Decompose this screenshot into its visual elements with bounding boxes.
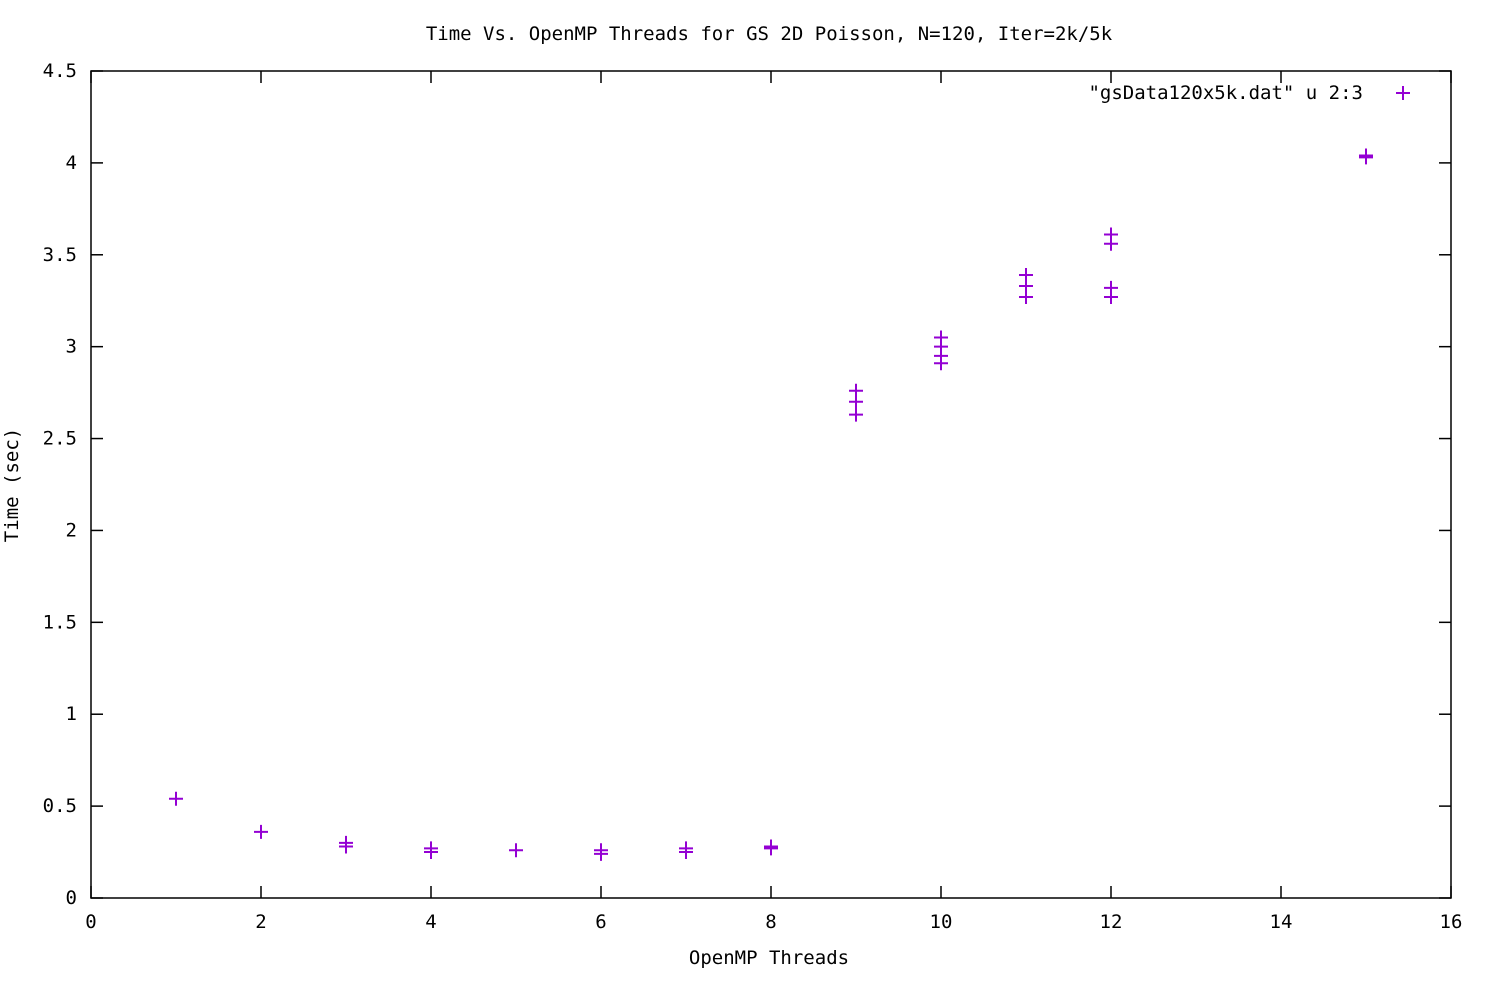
y-tick-label: 1 bbox=[66, 703, 77, 725]
data-point bbox=[764, 841, 778, 856]
data-point bbox=[679, 845, 693, 860]
y-axis: 0 0.5 1 1.5 2 2.5 3 3.5 4 4.5 bbox=[43, 60, 1451, 909]
y-tick-label: 3.5 bbox=[43, 244, 77, 266]
x-tick-label: 10 bbox=[930, 911, 953, 933]
data-point bbox=[934, 356, 948, 371]
data-point bbox=[254, 824, 268, 839]
legend-label: "gsData120x5k.dat" u 2:3 bbox=[1088, 82, 1363, 104]
data-point bbox=[1104, 236, 1118, 251]
x-tick-label: 0 bbox=[85, 911, 96, 933]
x-axis-label: OpenMP Threads bbox=[689, 947, 849, 969]
x-tick-label: 14 bbox=[1270, 911, 1293, 933]
x-tick-label: 8 bbox=[765, 911, 776, 933]
x-tick-label: 2 bbox=[255, 911, 266, 933]
data-point bbox=[594, 846, 608, 861]
x-tick-label: 4 bbox=[425, 911, 436, 933]
y-tick-label: 3 bbox=[66, 336, 77, 358]
x-tick-label: 6 bbox=[595, 911, 606, 933]
data-point bbox=[1019, 290, 1033, 305]
y-tick-label: 4 bbox=[66, 152, 77, 174]
x-tick-label: 12 bbox=[1100, 911, 1123, 933]
data-point bbox=[169, 791, 183, 806]
y-tick-label: 4.5 bbox=[43, 60, 77, 82]
data-point bbox=[849, 407, 863, 422]
y-tick-label: 2 bbox=[66, 519, 77, 541]
legend-plus-marker bbox=[1396, 86, 1410, 100]
x-tick-label: 16 bbox=[1440, 911, 1463, 933]
data-point bbox=[1104, 290, 1118, 305]
legend: "gsData120x5k.dat" u 2:3 bbox=[1088, 82, 1410, 104]
data-point bbox=[1359, 150, 1373, 165]
y-tick-label: 0.5 bbox=[43, 795, 77, 817]
y-axis-label: Time (sec) bbox=[1, 428, 23, 542]
chart-title: Time Vs. OpenMP Threads for GS 2D Poisso… bbox=[426, 23, 1113, 45]
data-points bbox=[169, 148, 1373, 861]
plot-frame bbox=[90, 70, 1452, 899]
y-tick-label: 0 bbox=[66, 887, 77, 909]
y-tick-label: 2.5 bbox=[43, 428, 77, 450]
data-point bbox=[339, 839, 353, 854]
y-tick-label: 1.5 bbox=[43, 611, 77, 633]
data-point bbox=[509, 843, 523, 858]
data-point bbox=[849, 394, 863, 409]
legend-marker bbox=[1396, 86, 1410, 100]
x-axis: 0 2 4 6 8 10 12 14 16 bbox=[85, 71, 1462, 933]
data-point bbox=[424, 845, 438, 860]
